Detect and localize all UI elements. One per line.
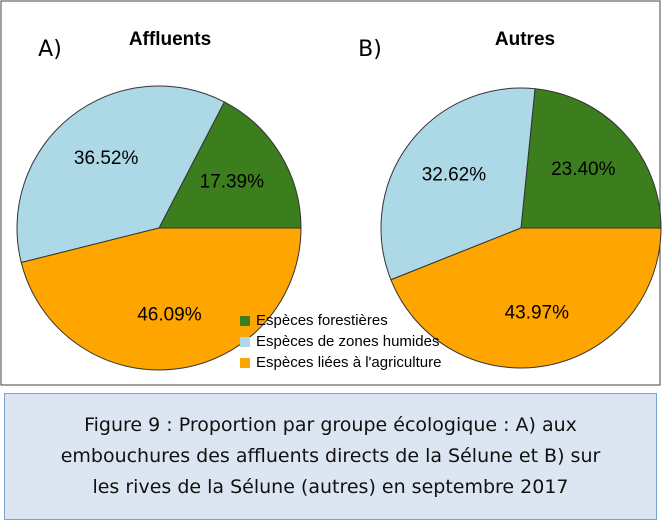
caption-line: embouchures des affluents directs de la … — [60, 445, 601, 467]
slice-label: 43.97% — [505, 302, 570, 323]
pie-title: Affluents — [129, 29, 211, 50]
caption-line: les rives de la Sélune (autres) en septe… — [92, 476, 569, 498]
slice-label: 46.09% — [137, 304, 202, 325]
caption-line: Figure 9 : Proportion par groupe écologi… — [84, 414, 577, 436]
legend-swatch — [240, 316, 250, 326]
pie-slice — [20, 227, 302, 371]
pie-slice — [380, 87, 536, 281]
figure: A) Affluents 17.39% 36.52% 46.09% B) Autres 23.… — [0, 0, 662, 386]
legend-label: Espèces de zones humides — [256, 333, 439, 350]
pie-slice — [390, 227, 662, 369]
legend-label: Espèces liées à l'agriculture — [256, 354, 441, 371]
slice-label: 36.52% — [74, 148, 139, 169]
slice-label: 32.62% — [422, 165, 487, 186]
pie-slice — [16, 85, 226, 264]
pie-slice — [520, 88, 662, 229]
panel-label: B) — [358, 37, 382, 62]
caption: Figure 9 : Proportion par groupe écologi… — [4, 393, 657, 520]
legend-swatch — [240, 358, 250, 368]
pie-slice — [158, 101, 302, 229]
slice-label: 23.40% — [551, 159, 616, 180]
legend-label: Espèces forestières — [256, 312, 388, 329]
panel-label: A) — [38, 37, 62, 62]
slice-label: 17.39% — [200, 171, 265, 192]
legend-swatch — [240, 337, 250, 347]
pie-title: Autres — [495, 29, 555, 50]
